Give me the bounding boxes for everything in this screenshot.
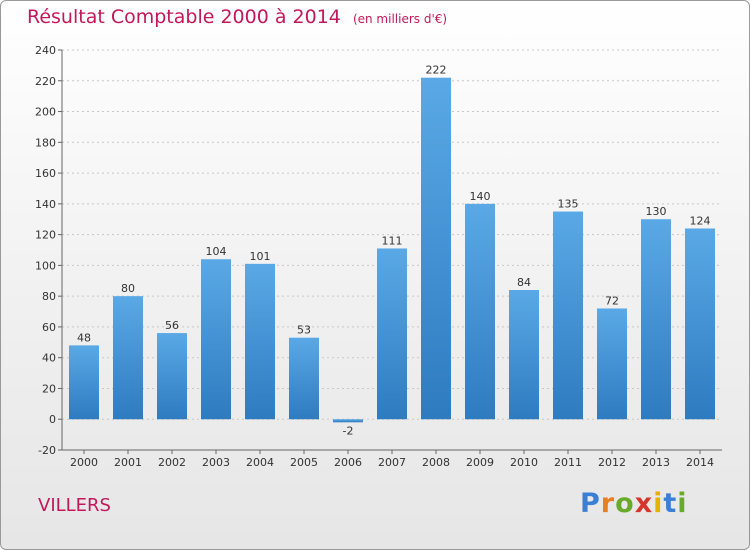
x-tick-label: 2003 [202,456,230,469]
bar [289,337,319,420]
y-tick-label: -20 [38,444,56,457]
bar [421,77,451,420]
bar [641,219,671,420]
y-tick-label: 120 [35,229,56,242]
logo-letter: x [634,488,654,519]
commune-name: VILLERS [38,495,111,516]
y-tick-label: 140 [35,198,56,211]
logo-letter: i [653,488,664,519]
logo-letter: o [615,488,635,519]
logo-letter: i [677,488,688,519]
data-label: 222 [426,64,447,77]
logo-letter: t [663,488,678,519]
x-tick-label: 2014 [686,456,714,469]
x-tick-label: 2009 [466,456,494,469]
y-tick-label: 40 [42,352,56,365]
data-label: 53 [297,324,311,337]
bar [553,211,583,420]
data-label: 124 [690,214,711,227]
bar [685,228,715,420]
data-label: 72 [605,294,619,307]
data-label: 140 [470,190,491,203]
bar [465,203,495,420]
x-tick-label: 2001 [114,456,142,469]
data-label: 130 [646,205,667,218]
y-tick-label: 240 [35,44,56,57]
x-tick-label: 2004 [246,456,274,469]
x-tick-label: 2006 [334,456,362,469]
x-tick-label: 2007 [378,456,406,469]
bar [509,290,539,420]
data-label: 80 [121,282,135,295]
bar [69,345,99,420]
x-tick-label: 2010 [510,456,538,469]
y-tick-label: 180 [35,136,56,149]
logo-letter: r [600,488,616,519]
y-tick-label: 160 [35,167,56,180]
x-tick-label: 2005 [290,456,318,469]
chart-title: Résultat Comptable 2000 à 2014 (en milli… [27,6,447,28]
y-tick-label: 20 [42,382,56,395]
bar [113,296,143,420]
x-tick-label: 2008 [422,456,450,469]
data-label: 104 [206,245,227,258]
y-tick-label: 60 [42,321,56,334]
bar [245,263,275,420]
data-label: 48 [77,331,91,344]
bar [157,333,187,420]
x-tick-label: 2002 [158,456,186,469]
y-tick-label: 200 [35,106,56,119]
data-label: 56 [165,319,179,332]
x-tick-label: 2013 [642,456,670,469]
bar [377,248,407,420]
y-tick-label: 0 [49,413,56,426]
y-tick-label: 80 [42,290,56,303]
chart-subtitle: (en milliers d'€) [352,12,448,26]
data-label: 111 [382,234,403,247]
x-tick-label: 2000 [70,456,98,469]
bar [333,419,363,423]
proxiti-logo: Proxiti [580,488,688,519]
data-label: -2 [343,424,354,437]
x-tick-label: 2011 [554,456,582,469]
chart-title-text: Résultat Comptable 2000 à 2014 [27,6,341,28]
bar [597,308,627,420]
bar [201,259,231,420]
y-tick-label: 100 [35,259,56,272]
y-tick-label: 220 [35,75,56,88]
data-label: 84 [517,276,531,289]
x-tick-label: 2012 [598,456,626,469]
data-label: 101 [250,250,271,263]
data-label: 135 [558,198,579,211]
logo-letter: P [580,488,601,519]
